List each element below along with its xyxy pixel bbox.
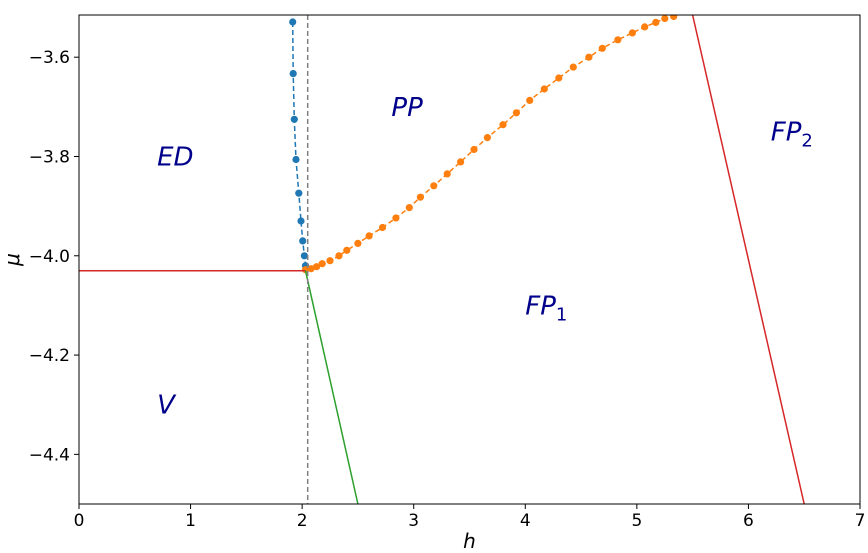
series-1-point-22	[555, 74, 563, 82]
x-tick-label-7: 7	[855, 511, 866, 531]
series-1-line	[305, 15, 674, 271]
series-4-line	[691, 15, 805, 504]
y-axis: −4.4 −4.2 −4.0 −3.8 −3.6	[29, 48, 79, 465]
series-1-point-19	[512, 109, 521, 117]
region-label-1: PP	[391, 93, 423, 123]
series-1-point-20	[526, 96, 534, 104]
series-0	[289, 18, 310, 270]
y-tick-label-0: −4.4	[29, 445, 70, 465]
series-1-point-8	[365, 232, 373, 240]
series-1-point-2	[313, 263, 321, 271]
series-1-point-12	[416, 193, 424, 201]
y-axis-label: μ	[0, 253, 24, 267]
series-1-point-4	[326, 257, 334, 265]
series-1-point-14	[443, 170, 451, 178]
series-1-point-25	[598, 44, 606, 52]
series-1-point-1	[307, 265, 315, 273]
series-1-point-21	[540, 85, 548, 93]
x-tick-label-3: 3	[408, 511, 419, 531]
series-1	[301, 15, 678, 274]
y-tick-label-4: −3.6	[29, 48, 70, 68]
series-1-point-11	[405, 204, 413, 212]
y-tick-label-1: −4.2	[29, 346, 70, 366]
region-label-4: V	[157, 391, 177, 421]
series-0-point-4	[295, 189, 303, 197]
y-tick-label-3: −3.8	[29, 147, 70, 167]
x-tick-label-1: 1	[185, 511, 196, 531]
series-0-point-6	[299, 237, 307, 245]
x-axis: 0 1 2 3 4 5 6 7	[74, 504, 866, 531]
series-1-point-16	[470, 145, 478, 154]
series-1-point-23	[569, 63, 577, 71]
series-1-point-24	[585, 53, 593, 61]
series-1-point-15	[457, 158, 465, 166]
x-axis-label: h	[463, 529, 476, 553]
series-1-point-6	[343, 246, 351, 254]
series-1-point-5	[335, 252, 343, 260]
series-3-line	[304, 270, 359, 504]
region-annotations: ED PP FP2 FP1 V	[157, 93, 813, 421]
x-tick-label-4: 4	[520, 511, 531, 531]
series-1-point-3	[318, 260, 326, 268]
series-1-point-13	[430, 182, 438, 190]
region-label-3: FP1	[525, 291, 567, 325]
series-1-point-9	[378, 223, 387, 232]
plot-content	[79, 15, 805, 504]
plot-frame	[78, 14, 861, 505]
series-3	[304, 270, 359, 504]
series-4	[691, 15, 805, 504]
x-tick-label-2: 2	[297, 511, 308, 531]
x-tick-label-6: 6	[743, 511, 754, 531]
series-1-point-10	[392, 214, 400, 222]
series-0-point-3	[292, 155, 300, 164]
x-tick-label-0: 0	[74, 511, 85, 531]
region-label-2: FP2	[771, 118, 813, 152]
series-0-point-2	[290, 115, 298, 123]
series-1-point-30	[661, 15, 669, 23]
series-0-point-0	[289, 18, 297, 26]
series-1-point-31	[670, 15, 678, 21]
series-1-point-29	[652, 18, 660, 26]
series-1-point-27	[628, 29, 637, 37]
x-tick-label-5: 5	[631, 511, 642, 531]
series-0-point-7	[300, 252, 308, 260]
series-1-point-28	[641, 23, 649, 31]
series-1-point-18	[499, 121, 507, 129]
series-0-point-1	[289, 70, 297, 78]
series-0-point-5	[297, 217, 305, 225]
region-label-0: ED	[157, 142, 193, 172]
y-tick-label-2: −4.0	[29, 247, 70, 267]
series-1-point-7	[354, 239, 362, 247]
series-1-point-26	[614, 36, 622, 44]
series-1-point-17	[483, 134, 491, 142]
series-0-line	[291, 21, 307, 266]
